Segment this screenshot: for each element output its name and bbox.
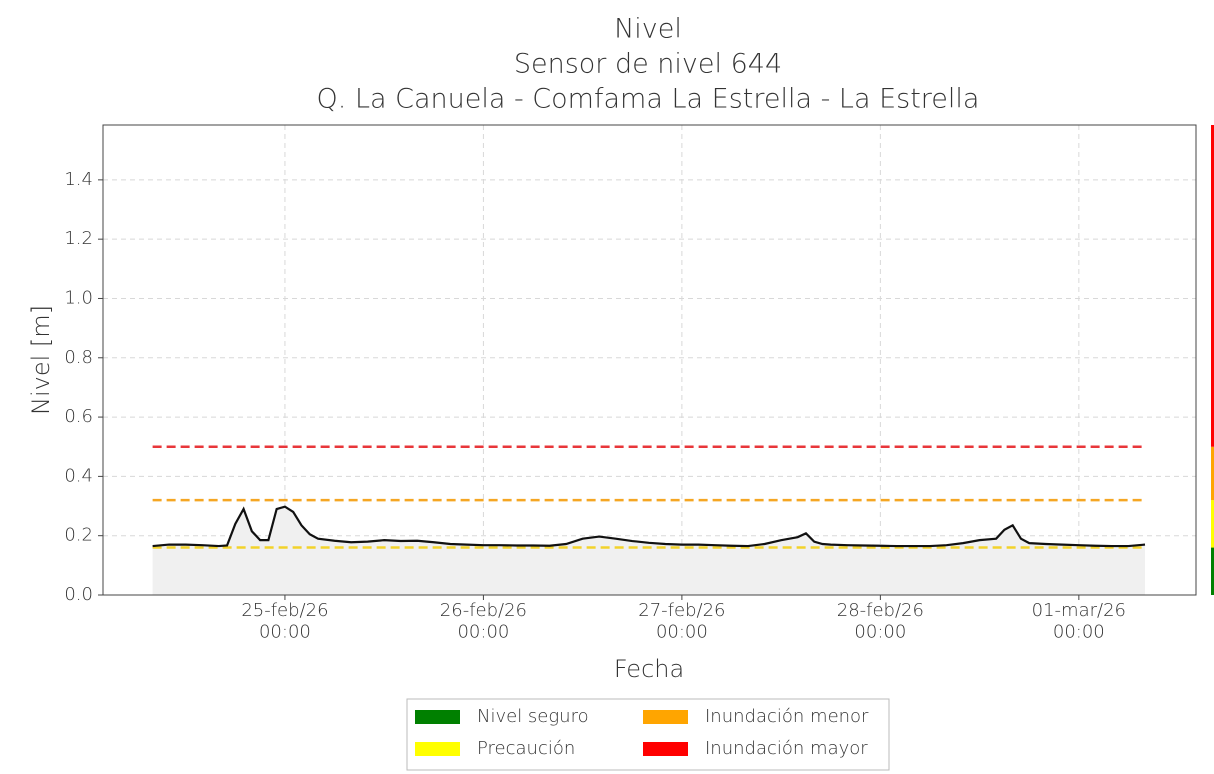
chart-title: Nivel bbox=[614, 14, 682, 45]
chart-title: Sensor de nivel 644 bbox=[514, 49, 782, 80]
x-tick-label: 26-feb/26 00:00 bbox=[440, 600, 527, 643]
legend-label: Precaución bbox=[477, 738, 575, 759]
status-band bbox=[1211, 547, 1214, 595]
x-axis-label: Fecha bbox=[614, 655, 684, 683]
x-tick-label: 28-feb/26 00:00 bbox=[837, 600, 924, 643]
y-tick-label: 1.4 bbox=[64, 169, 93, 190]
legend-swatch bbox=[643, 710, 688, 724]
status-band bbox=[1211, 125, 1214, 447]
level-line bbox=[152, 505, 1146, 548]
legend-label: Inundación menor bbox=[705, 706, 869, 727]
chart-title: Q. La Canuela - Comfama La Estrella - La… bbox=[317, 84, 980, 115]
x-tick-label: 27-feb/26 00:00 bbox=[638, 600, 725, 643]
y-tick-label: 0.8 bbox=[64, 347, 93, 368]
legend-label: Inundación mayor bbox=[705, 738, 868, 759]
legend-swatch bbox=[415, 742, 460, 756]
legend-swatch bbox=[415, 710, 460, 724]
status-band bbox=[1211, 500, 1214, 548]
y-tick-label: 0.6 bbox=[64, 406, 93, 427]
y-tick-label: 1.2 bbox=[64, 228, 93, 249]
y-tick-label: 0.4 bbox=[64, 465, 93, 486]
x-tick-label: 01-mar/26 00:00 bbox=[1032, 600, 1126, 643]
y-tick-label: 0.0 bbox=[64, 584, 93, 605]
legend-label: Nivel seguro bbox=[477, 706, 589, 727]
status-band bbox=[1211, 446, 1214, 501]
y-axis-label: Nivel [m] bbox=[27, 305, 55, 415]
plot-frame bbox=[102, 124, 1197, 596]
y-tick-label: 0.2 bbox=[64, 525, 93, 546]
legend-swatch bbox=[643, 742, 688, 756]
x-tick-label: 25-feb/26 00:00 bbox=[241, 600, 328, 643]
y-tick-label: 1.0 bbox=[64, 287, 93, 308]
level-area bbox=[152, 506, 1146, 595]
